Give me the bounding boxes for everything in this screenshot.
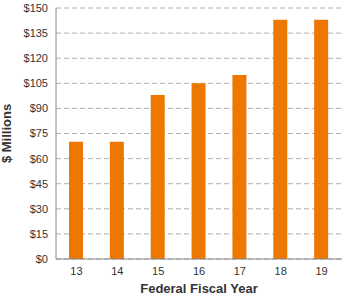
svg-text:19: 19 bbox=[315, 265, 327, 277]
svg-text:$150: $150 bbox=[24, 2, 48, 14]
svg-text:18: 18 bbox=[275, 265, 287, 277]
svg-text:$75: $75 bbox=[30, 127, 48, 139]
svg-text:$ Millions: $ Millions bbox=[8, 104, 14, 163]
svg-text:$15: $15 bbox=[30, 228, 48, 240]
svg-text:$30: $30 bbox=[30, 203, 48, 215]
svg-text:13: 13 bbox=[70, 265, 82, 277]
svg-text:$105: $105 bbox=[24, 77, 48, 89]
svg-text:$45: $45 bbox=[30, 178, 48, 190]
svg-text:16: 16 bbox=[193, 265, 205, 277]
svg-text:Federal Fiscal Year: Federal Fiscal Year bbox=[140, 281, 258, 296]
svg-text:$0: $0 bbox=[36, 253, 48, 265]
svg-text:$60: $60 bbox=[30, 153, 48, 165]
svg-text:$90: $90 bbox=[30, 102, 48, 114]
svg-text:15: 15 bbox=[152, 265, 164, 277]
svg-text:14: 14 bbox=[111, 265, 123, 277]
svg-text:$135: $135 bbox=[24, 27, 48, 39]
svg-text:17: 17 bbox=[234, 265, 246, 277]
svg-text:$120: $120 bbox=[24, 52, 48, 64]
